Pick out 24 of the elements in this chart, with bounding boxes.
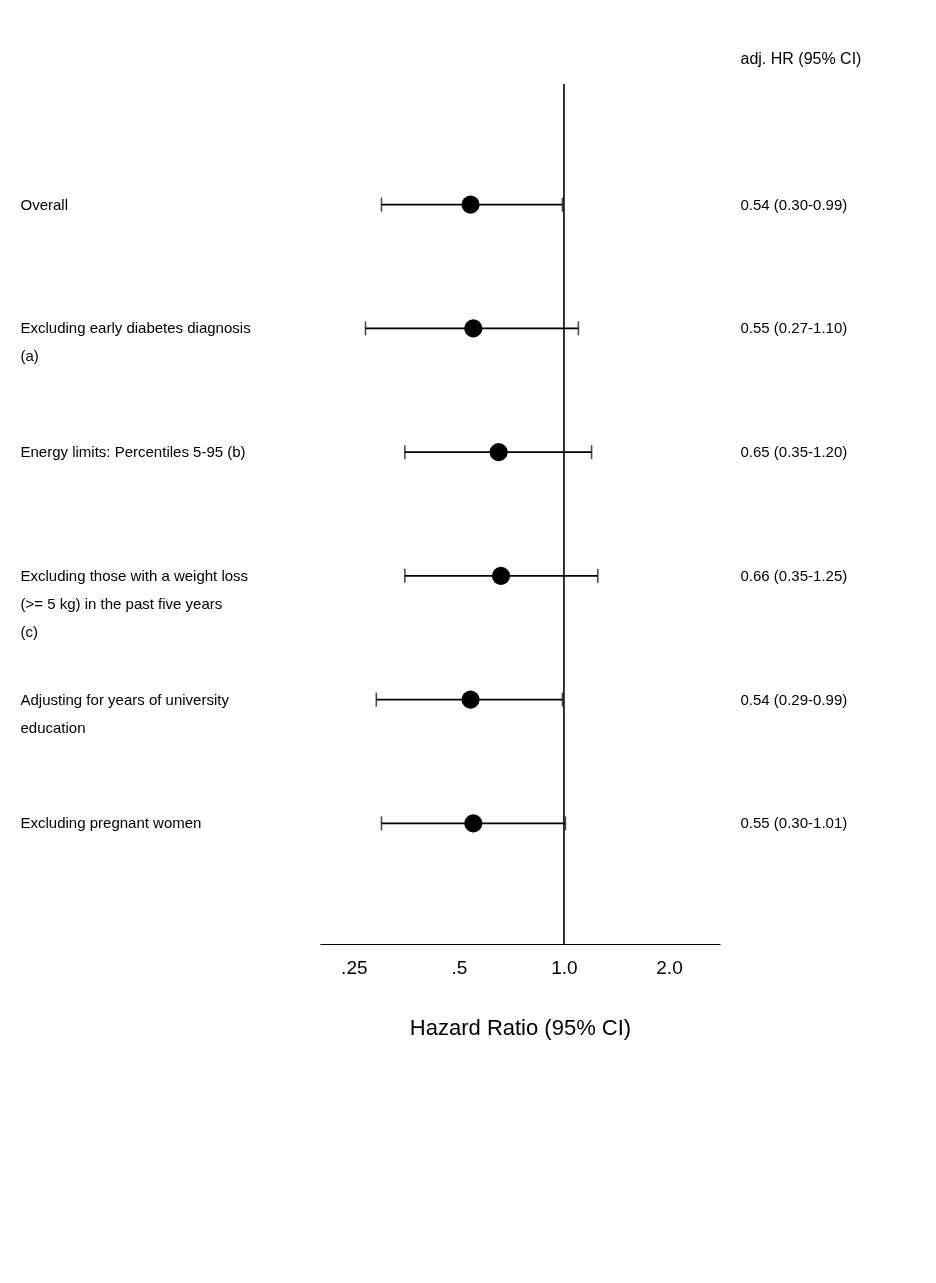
point: [464, 319, 483, 338]
y-tick-label: Excluding those with a weight loss (>= 5 kg) in the past five years (c): [20, 566, 249, 640]
data-label: 0.65 (0.35-1.20): [740, 443, 848, 461]
y-tick-label: Overall: [20, 195, 69, 213]
data-label: 0.55 (0.30-1.01): [740, 814, 848, 832]
data-label: 0.54 (0.29-0.99): [740, 690, 848, 708]
x-tick-label: 1.0: [551, 956, 578, 978]
point: [489, 443, 508, 462]
point: [464, 814, 483, 833]
data-label: 0.55 (0.27-1.10): [740, 319, 848, 337]
y-tick-label: Adjusting for years of university education: [20, 690, 230, 736]
x-tick-label: .25: [341, 956, 368, 978]
x-axis-title: Hazard Ratio (95% CI): [409, 1014, 632, 1040]
y-tick-label: Energy limits: Percentiles 5-95 (b): [20, 443, 246, 461]
point: [491, 566, 511, 585]
x-tick-label: 2.0: [656, 956, 683, 978]
y-tick-label: Excluding early diabetes diagnosis (a): [20, 319, 251, 365]
point: [461, 195, 480, 214]
data-label: 0.66 (0.35-1.25): [740, 566, 848, 584]
point: [461, 690, 480, 709]
x-tick-label: .5: [451, 956, 468, 978]
y-tick-label: Excluding pregnant women: [20, 814, 202, 832]
data-label: 0.54 (0.30-0.99): [740, 195, 848, 213]
y2-axis-title: adj. HR (95% CI): [740, 49, 862, 67]
